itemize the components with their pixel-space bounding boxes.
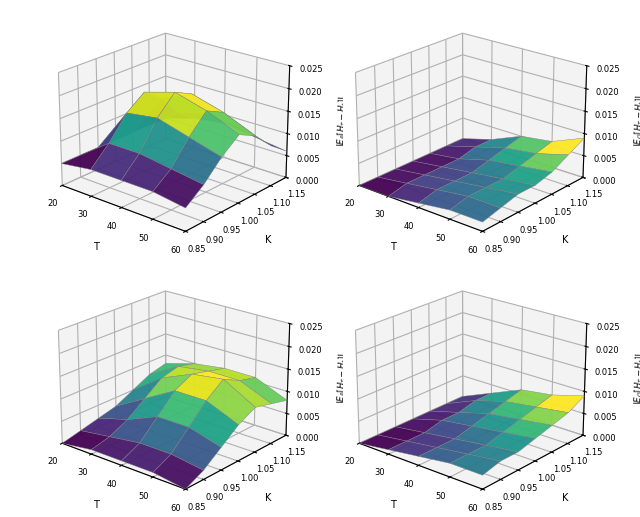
Y-axis label: K: K [265, 493, 271, 503]
X-axis label: T: T [93, 242, 99, 252]
Y-axis label: K: K [562, 493, 568, 503]
X-axis label: T: T [93, 500, 99, 510]
X-axis label: T: T [390, 242, 396, 252]
Y-axis label: K: K [562, 235, 568, 245]
X-axis label: T: T [390, 500, 396, 510]
Y-axis label: K: K [265, 235, 271, 245]
